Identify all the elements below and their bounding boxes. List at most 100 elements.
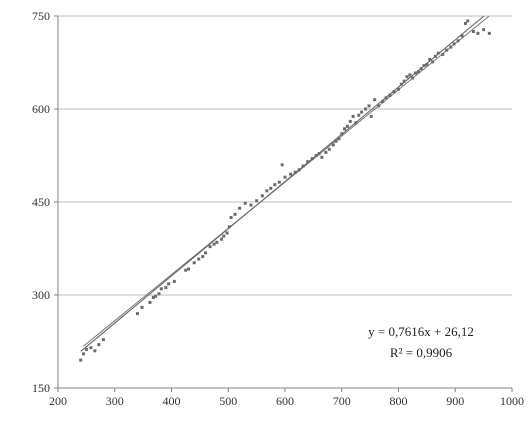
data-point — [154, 294, 158, 298]
data-point — [324, 150, 328, 154]
data-point — [402, 79, 406, 83]
data-point — [187, 267, 191, 271]
data-point — [89, 346, 93, 350]
data-point — [101, 338, 105, 342]
data-point — [345, 124, 349, 128]
data-point — [445, 48, 449, 52]
x-tick-label: 600 — [276, 394, 294, 408]
data-points — [79, 19, 491, 362]
data-point — [351, 114, 355, 118]
data-point — [408, 73, 412, 77]
data-point — [227, 225, 231, 229]
data-point — [397, 87, 400, 91]
data-point — [422, 64, 426, 68]
data-point — [201, 255, 205, 259]
data-point — [219, 237, 223, 241]
y-tick-label: 300 — [32, 288, 50, 302]
data-point — [317, 152, 321, 156]
data-point — [249, 203, 253, 207]
x-tick-label: 700 — [333, 394, 351, 408]
data-point — [148, 300, 152, 304]
data-point — [340, 132, 344, 136]
data-point — [192, 261, 196, 265]
data-point — [334, 139, 338, 143]
data-point — [82, 352, 86, 356]
data-point — [215, 240, 219, 244]
data-point — [289, 172, 293, 176]
data-point — [97, 343, 101, 347]
data-point — [471, 30, 475, 33]
gridlines — [58, 15, 512, 296]
data-point — [79, 358, 83, 362]
x-tick-labels: 200 300 400 500 600 700 800 900 1000 — [49, 394, 524, 408]
data-point — [277, 180, 281, 184]
y-tick-label: 150 — [32, 381, 50, 395]
data-point — [233, 212, 237, 216]
data-point — [159, 287, 163, 291]
data-point — [431, 60, 435, 64]
data-point — [229, 216, 233, 219]
data-point — [167, 282, 171, 286]
data-point — [369, 114, 373, 118]
x-tick-label: 800 — [390, 394, 408, 408]
data-point — [411, 76, 415, 80]
data-point — [208, 245, 212, 249]
data-point — [381, 100, 385, 104]
x-tick-label: 300 — [106, 394, 124, 408]
data-point — [164, 286, 168, 290]
data-point — [466, 19, 470, 23]
data-point — [399, 82, 403, 86]
y-tick-label: 600 — [32, 102, 50, 116]
data-point — [414, 71, 418, 75]
data-point — [222, 234, 226, 238]
data-point — [151, 295, 155, 299]
data-point — [337, 137, 341, 141]
data-point — [384, 96, 388, 100]
data-point — [419, 67, 423, 71]
data-point — [360, 110, 364, 114]
data-point — [343, 127, 347, 131]
data-point — [373, 98, 377, 102]
data-point — [297, 168, 301, 172]
data-point — [84, 348, 88, 352]
data-point — [367, 104, 371, 108]
data-point — [260, 194, 264, 198]
data-point — [225, 231, 229, 235]
data-point — [265, 189, 269, 193]
trendline-equation: y = 0,7616x + 26,12 — [368, 324, 474, 339]
data-point — [320, 155, 324, 159]
data-point — [354, 121, 358, 125]
x-tick-label: 900 — [446, 394, 464, 408]
data-point — [293, 170, 297, 174]
data-point — [428, 57, 432, 61]
data-point — [184, 268, 188, 272]
x-tick-label: 500 — [219, 394, 237, 408]
data-point — [449, 45, 453, 49]
data-point — [212, 242, 216, 246]
y-tick-label: 750 — [32, 9, 50, 23]
data-point — [327, 147, 331, 151]
data-point — [306, 160, 310, 164]
data-point — [348, 119, 352, 123]
data-point — [243, 201, 247, 205]
data-point — [441, 52, 445, 56]
data-point — [476, 31, 480, 35]
data-point — [280, 163, 284, 167]
data-point — [157, 292, 161, 296]
data-point — [357, 113, 361, 117]
x-tick-label: 200 — [49, 394, 67, 408]
data-point — [456, 39, 460, 43]
data-point — [301, 164, 305, 168]
data-point — [452, 42, 456, 46]
r-squared-label: R² = 0,9906 — [390, 345, 453, 360]
data-point — [364, 107, 368, 111]
data-point — [463, 21, 467, 25]
data-point — [238, 206, 242, 210]
x-tick-label: 400 — [163, 394, 181, 408]
data-point — [377, 104, 381, 108]
data-point — [482, 28, 486, 32]
axes — [54, 15, 513, 392]
data-point — [388, 93, 392, 97]
data-point — [425, 62, 429, 66]
